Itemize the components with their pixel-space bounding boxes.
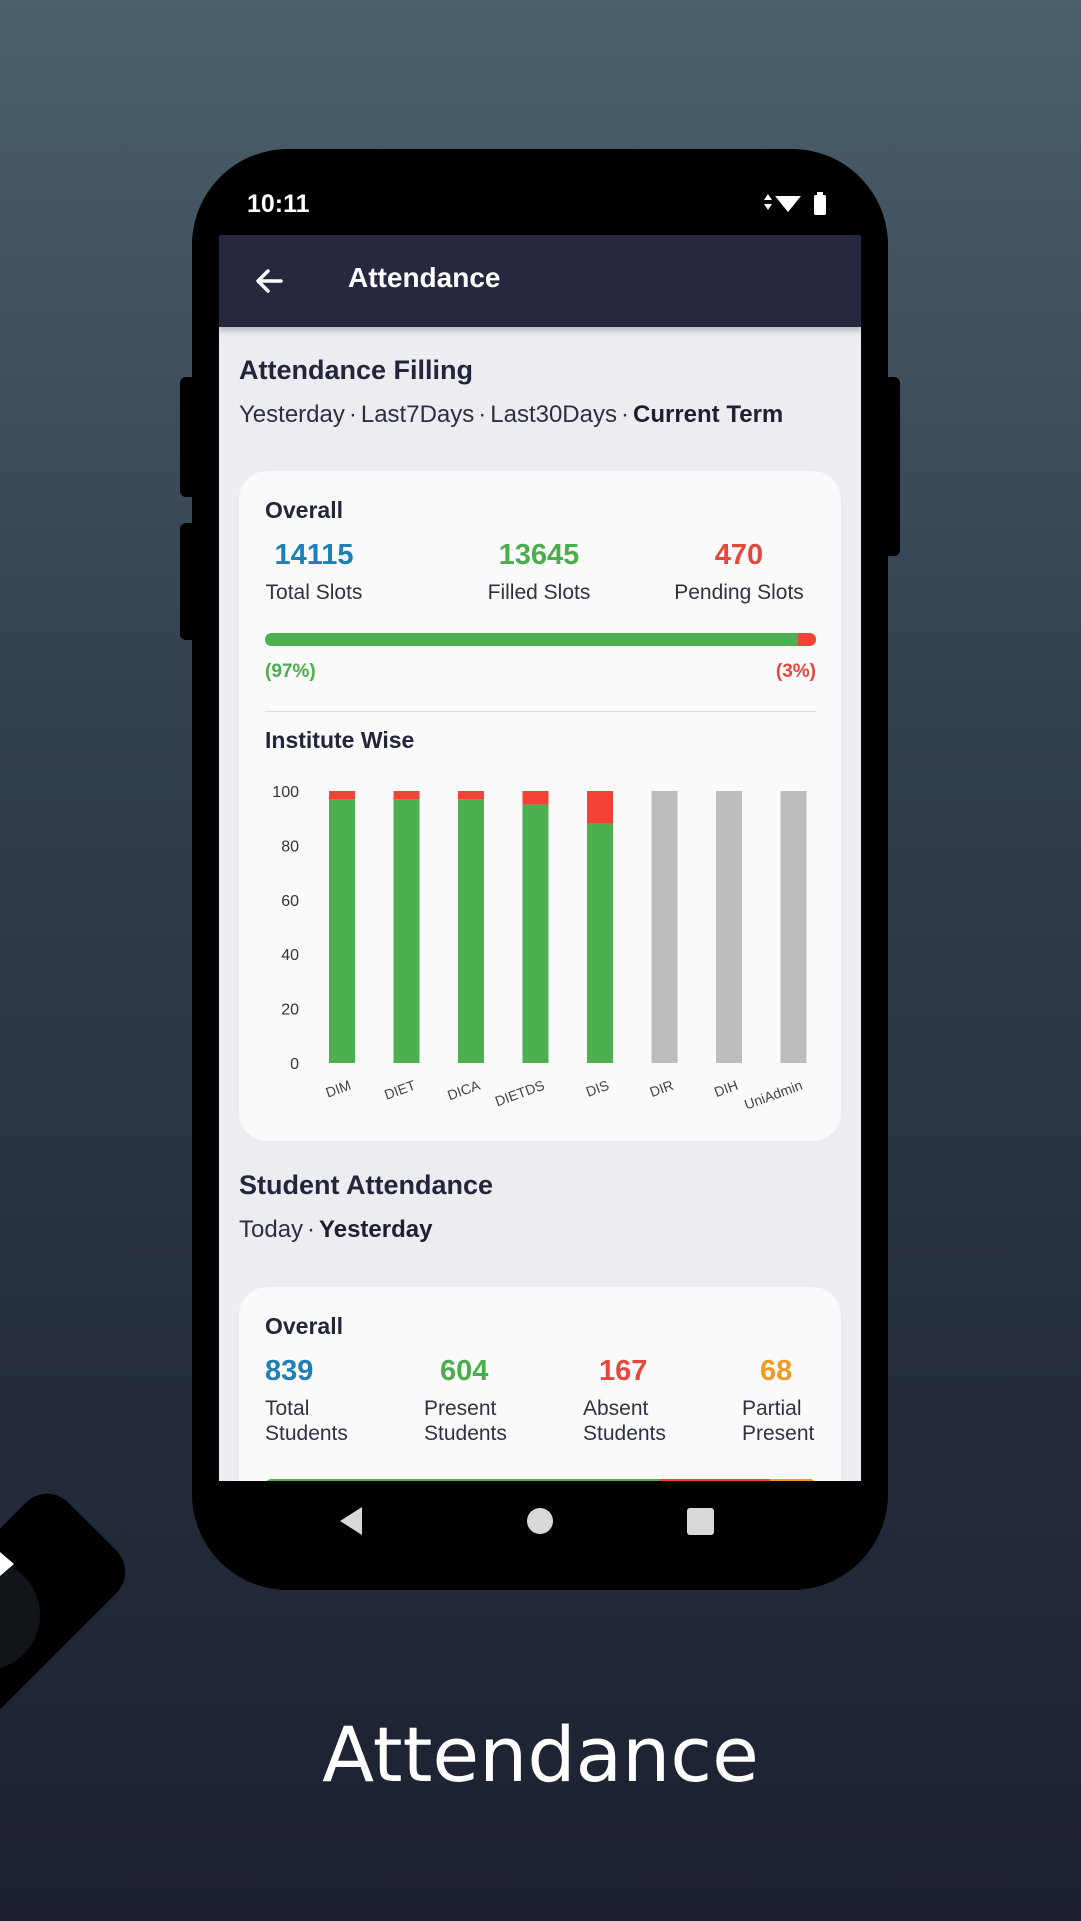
institute-wise-chart: 0 20 40 60 80 100 DIM DIET DICA DIETDS DIS DIR DIH Un…: [272, 784, 807, 1113]
absent-students-stat: 167 Absent Students: [583, 1355, 666, 1446]
x-tick-label: DIS: [584, 1077, 611, 1100]
system-nav-bar: [340, 1507, 714, 1535]
total-students-value: 839: [265, 1355, 314, 1387]
present-students-label-2: Students: [424, 1422, 507, 1445]
arrow-left-icon[interactable]: [249, 261, 289, 301]
y-tick-label: 40: [281, 947, 299, 964]
filled-percent: (97%): [265, 661, 316, 682]
filter-current-term[interactable]: Current Term: [633, 401, 784, 428]
bar-segment-dim[interactable]: [329, 799, 355, 1063]
filled-slots-value: 13645: [498, 539, 580, 571]
app-screen: Attendance Attendance Filling Yesterday ·…: [219, 235, 861, 1481]
y-tick-label: 60: [281, 893, 299, 910]
page-title: Attendance: [348, 262, 501, 293]
y-tick-label: 20: [281, 1002, 299, 1019]
students-progress-bar: [265, 1479, 816, 1481]
x-tick-label: DIH: [712, 1077, 740, 1100]
phone-power-button: [884, 377, 900, 556]
filter-last7days[interactable]: Last7Days: [360, 401, 475, 428]
bar-segment-dica[interactable]: [458, 799, 484, 1063]
filling-filter-bar: Yesterday · Last7Days · Last30Days · Current T…: [239, 401, 784, 428]
partial-present-value: 68: [760, 1355, 793, 1387]
partial-present-label-2: Present: [742, 1422, 815, 1445]
total-slots-label: Total Slots: [265, 581, 363, 604]
nav-home-icon[interactable]: [527, 1508, 553, 1534]
bar-segment-diet[interactable]: [393, 791, 420, 800]
y-tick-label: 100: [272, 784, 299, 801]
bar-segment-dim[interactable]: [329, 791, 355, 800]
x-tick-label: UniAdmin: [742, 1077, 805, 1113]
student-attendance-title: Student Attendance: [239, 1170, 494, 1200]
bar-segment-dica[interactable]: [458, 791, 484, 800]
filter-yesterday[interactable]: Yesterday: [239, 401, 345, 428]
y-tick-label: 0: [290, 1056, 299, 1073]
pending-slots-stat: 470 Pending Slots: [659, 539, 819, 605]
x-tick-label: DIET: [382, 1077, 418, 1103]
status-time: 10:11: [247, 190, 310, 218]
student-filter-bar: Today · Yesterday: [239, 1216, 433, 1243]
app-bar: Attendance: [219, 235, 861, 327]
partial-present-stat: 68 Partial Present: [742, 1355, 814, 1446]
institute-wise-heading: Institute Wise: [265, 727, 415, 753]
total-students-label: Total: [265, 1397, 310, 1420]
x-tick-label: DIR: [647, 1077, 675, 1100]
total-students-stat: 839 Total Students: [265, 1355, 348, 1446]
filled-slots-stat: 13645 Filled Slots: [459, 539, 619, 605]
partial-present-label: Partial: [742, 1397, 802, 1420]
pending-slots-value: 470: [714, 539, 764, 571]
pending-progress: [797, 633, 816, 646]
y-tick-label: 80: [281, 838, 299, 855]
wifi-icon: [775, 196, 801, 212]
screen-caption: Attendance: [322, 1710, 759, 1799]
nav-recents-icon[interactable]: [687, 1508, 714, 1535]
bar-segment-dietds[interactable]: [522, 804, 549, 1063]
present-students-stat: 604 Present Students: [424, 1355, 507, 1446]
total-slots-value: 14115: [274, 539, 354, 571]
status-icons: [764, 192, 826, 215]
bar-segment-dih[interactable]: [716, 791, 742, 1063]
bar-segment-dis[interactable]: [587, 791, 613, 824]
overall-heading: Overall: [265, 497, 343, 523]
x-tick-label: DICA: [445, 1077, 483, 1104]
filled-slots-label: Filled Slots: [487, 581, 591, 604]
battery-icon: [814, 192, 826, 215]
absent-progress: [660, 1479, 770, 1481]
partial-progress: [770, 1479, 816, 1481]
bar-segment-uniadmin[interactable]: [780, 791, 807, 1063]
absent-students-label: Absent: [583, 1397, 649, 1420]
attendance-filling-title: Attendance Filling: [239, 355, 474, 385]
filter-last30days[interactable]: Last30Days: [490, 401, 617, 428]
card-divider: [265, 711, 816, 712]
bar-segment-diet[interactable]: [393, 799, 420, 1063]
filter-student-yesterday[interactable]: Yesterday: [319, 1216, 433, 1243]
total-students-label-2: Students: [265, 1422, 348, 1445]
x-tick-label: DIETDS: [493, 1077, 547, 1110]
bar-segment-dis[interactable]: [587, 823, 613, 1063]
present-students-value: 604: [440, 1355, 489, 1387]
x-tick-label: DIM: [323, 1077, 353, 1101]
slots-progress-bar: [265, 633, 816, 646]
play-arrow-icon: [0, 1552, 14, 1576]
filter-today[interactable]: Today: [239, 1216, 304, 1243]
student-attendance-card: Overall 839 Total Students 604 Present Stu…: [239, 1287, 841, 1481]
attendance-filling-card: Overall 14115 Total Slots 13645 Filled S…: [239, 471, 841, 1141]
bar-segment-dir[interactable]: [651, 791, 678, 1063]
filled-progress: [265, 633, 798, 646]
total-slots-stat: 14115 Total Slots: [259, 539, 369, 605]
pending-slots-label: Pending Slots: [674, 581, 804, 604]
student-overall-heading: Overall: [265, 1313, 343, 1339]
nav-back-icon[interactable]: [340, 1507, 362, 1535]
absent-students-value: 167: [599, 1355, 648, 1387]
present-students-label: Present: [424, 1397, 497, 1420]
absent-students-label-2: Students: [583, 1422, 666, 1445]
pending-percent: (3%): [775, 661, 816, 682]
bar-segment-dietds[interactable]: [522, 791, 549, 805]
data-arrows-icon: [764, 194, 772, 210]
